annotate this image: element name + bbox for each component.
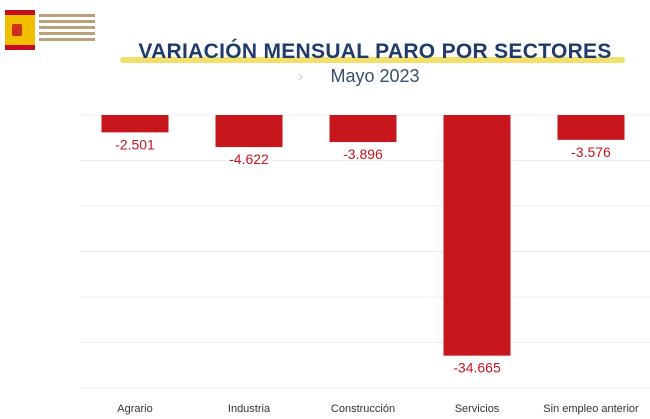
category-label: Construcción	[331, 403, 395, 415]
title-underline	[120, 57, 625, 63]
bar-sin-empleo-anterior	[557, 115, 625, 140]
category-label: Servicios	[455, 403, 500, 415]
data-label: -3.896	[343, 146, 383, 162]
chevron-right-icon: ›	[298, 68, 303, 85]
bar-servicios	[443, 115, 511, 356]
logo-text-lines	[39, 14, 95, 44]
bar-construcción	[329, 115, 397, 143]
bar-agrario	[101, 115, 169, 133]
category-label: Industria	[228, 403, 271, 415]
chart-subtitle: Mayo 2023	[330, 66, 420, 86]
data-label: -2.501	[115, 136, 155, 152]
bar-industria	[215, 115, 283, 148]
data-label: -34.665	[453, 360, 501, 376]
category-label: Agrario	[117, 403, 152, 415]
data-label: -3.576	[571, 144, 611, 160]
spain-coat-of-arms-icon	[5, 10, 35, 50]
category-label: Sin empleo anterior	[543, 403, 639, 415]
chart-title: VARIACIÓN MENSUAL PARO POR SECTORES	[138, 40, 612, 63]
data-label: -4.622	[229, 151, 269, 167]
government-logo	[5, 10, 95, 50]
